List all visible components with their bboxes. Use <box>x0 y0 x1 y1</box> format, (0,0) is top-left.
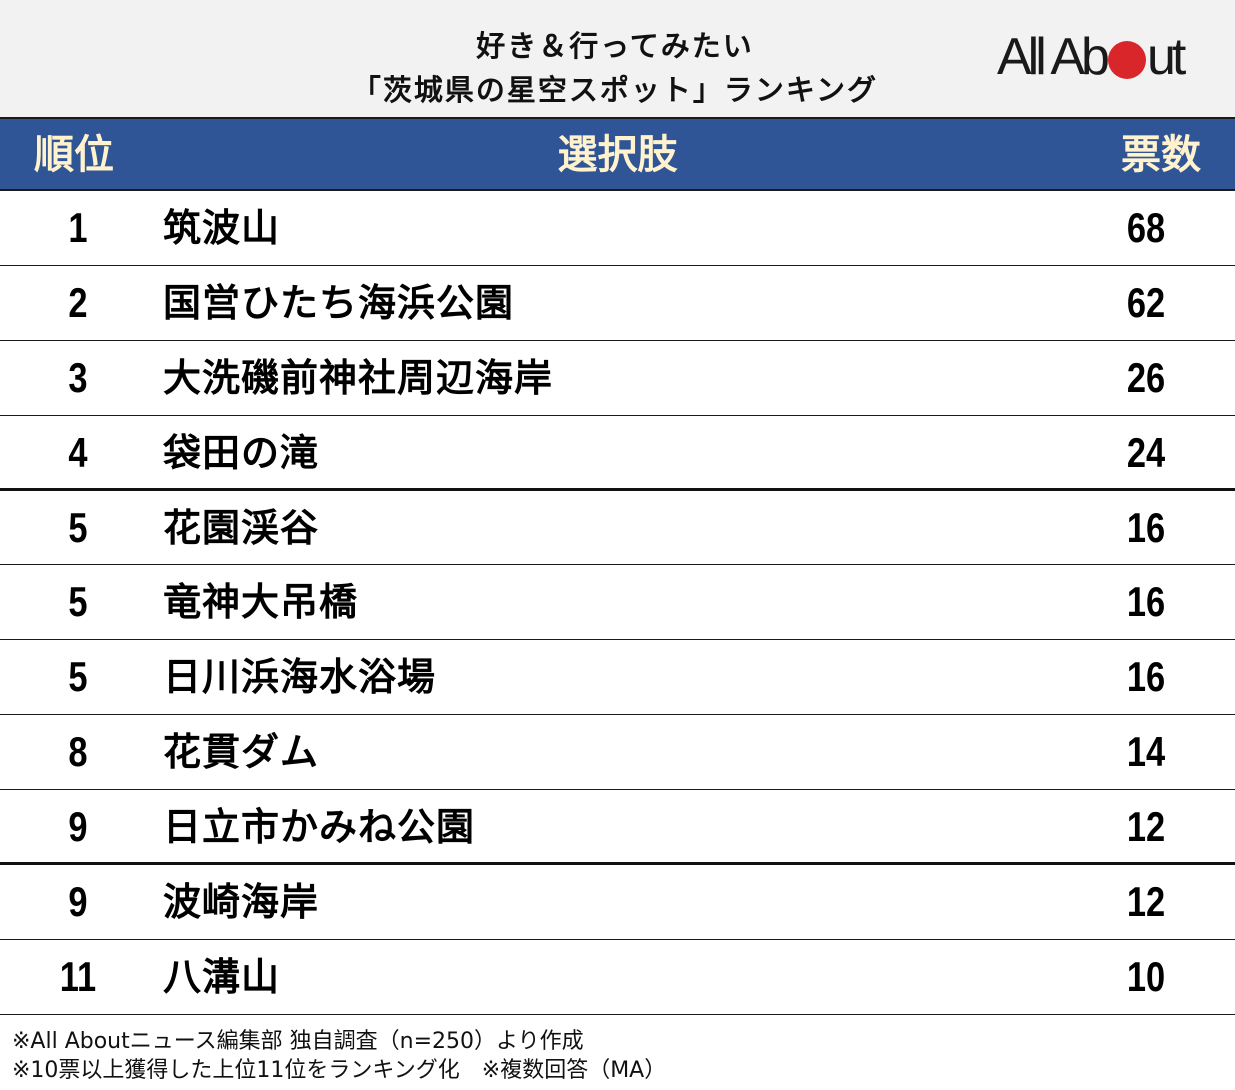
footnote-method: ※10票以上獲得した上位11位をランキング化 ※複数回答（MA） <box>12 1058 667 1083</box>
name-cell: 筑波山 <box>163 206 281 250</box>
table-row: 4 袋田の滝 24 <box>0 416 1235 491</box>
name-cell: 国営ひたち海浜公園 <box>163 280 515 325</box>
allabout-logo: All Ab ut <box>997 28 1186 86</box>
table-row: 2 国営ひたち海浜公園 62 <box>0 266 1235 341</box>
logo-text-start: All Ab <box>997 28 1110 86</box>
name-cell: 花貫ダム <box>163 730 320 775</box>
table-row: 5 竜神大吊橋 16 <box>0 565 1235 641</box>
table-row: 11 八溝山 10 <box>0 940 1235 1015</box>
title-line-2: 「茨城県の星空スポット」ランキング <box>351 73 879 107</box>
column-header-rank: 順位 <box>34 132 114 178</box>
rank-cell: 5 <box>68 653 88 701</box>
name-cell: 波崎海岸 <box>163 880 320 925</box>
name-cell: 日立市かみね公園 <box>163 805 476 850</box>
votes-cell: 12 <box>1126 878 1166 926</box>
title-line-1: 好き＆行ってみたい <box>476 29 754 63</box>
name-cell: 八溝山 <box>163 954 281 999</box>
rank-cell: 4 <box>68 428 88 476</box>
table-row: 9 日立市かみね公園 12 <box>0 790 1235 866</box>
title-band: 好き＆行ってみたい 「茨城県の星空スポット」ランキング All Ab ut <box>0 0 1235 117</box>
table-row: 1 筑波山 68 <box>0 191 1235 266</box>
logo-red-dot-icon <box>1107 41 1146 79</box>
table-row: 8 花貫ダム 14 <box>0 715 1235 791</box>
table-row: 5 日川浜海水浴場 16 <box>0 640 1235 716</box>
chart-title: 好き＆行ってみたい 「茨城県の星空スポット」ランキング <box>300 24 930 112</box>
rank-cell: 2 <box>68 278 88 326</box>
rank-cell: 5 <box>68 578 88 626</box>
votes-cell: 16 <box>1126 578 1166 626</box>
rank-cell: 8 <box>68 728 88 776</box>
rank-cell: 11 <box>59 952 97 1000</box>
ranking-table-body: 1 筑波山 68 2 国営ひたち海浜公園 62 3 大洗磯前神社周辺海岸 26 … <box>0 191 1235 1015</box>
votes-cell: 16 <box>1126 653 1166 701</box>
name-cell: 大洗磯前神社周辺海岸 <box>163 355 554 400</box>
name-cell: 袋田の滝 <box>163 430 320 475</box>
table-row: 3 大洗磯前神社周辺海岸 26 <box>0 341 1235 416</box>
name-cell: 日川浜海水浴場 <box>163 655 437 700</box>
votes-cell: 24 <box>1126 428 1166 476</box>
votes-cell: 68 <box>1126 204 1166 251</box>
column-header-votes: 票数 <box>1121 132 1201 178</box>
votes-cell: 26 <box>1126 353 1166 401</box>
votes-cell: 62 <box>1126 278 1166 326</box>
name-cell: 花園渓谷 <box>163 505 320 550</box>
rank-cell: 9 <box>68 803 88 851</box>
table-header: 選択肢 順位 票数 <box>0 117 1235 191</box>
votes-cell: 16 <box>1126 503 1166 551</box>
votes-cell: 14 <box>1126 728 1166 776</box>
rank-cell: 1 <box>68 204 88 251</box>
rank-cell: 9 <box>68 878 88 926</box>
votes-cell: 12 <box>1126 803 1166 851</box>
logo-text-end: ut <box>1146 28 1186 86</box>
table-row: 9 波崎海岸 12 <box>0 865 1235 940</box>
footnotes: ※All Aboutニュース編集部 独自調査（n=250）より作成 ※10票以上… <box>12 1027 666 1085</box>
column-header-choice: 選択肢 <box>557 132 678 178</box>
footnote-source: ※All Aboutニュース編集部 独自調査（n=250）より作成 <box>12 1029 584 1054</box>
rank-cell: 3 <box>68 353 88 401</box>
name-cell: 竜神大吊橋 <box>163 580 359 625</box>
table-row: 5 花園渓谷 16 <box>0 491 1235 566</box>
rank-cell: 5 <box>68 503 88 551</box>
votes-cell: 10 <box>1126 952 1166 1000</box>
